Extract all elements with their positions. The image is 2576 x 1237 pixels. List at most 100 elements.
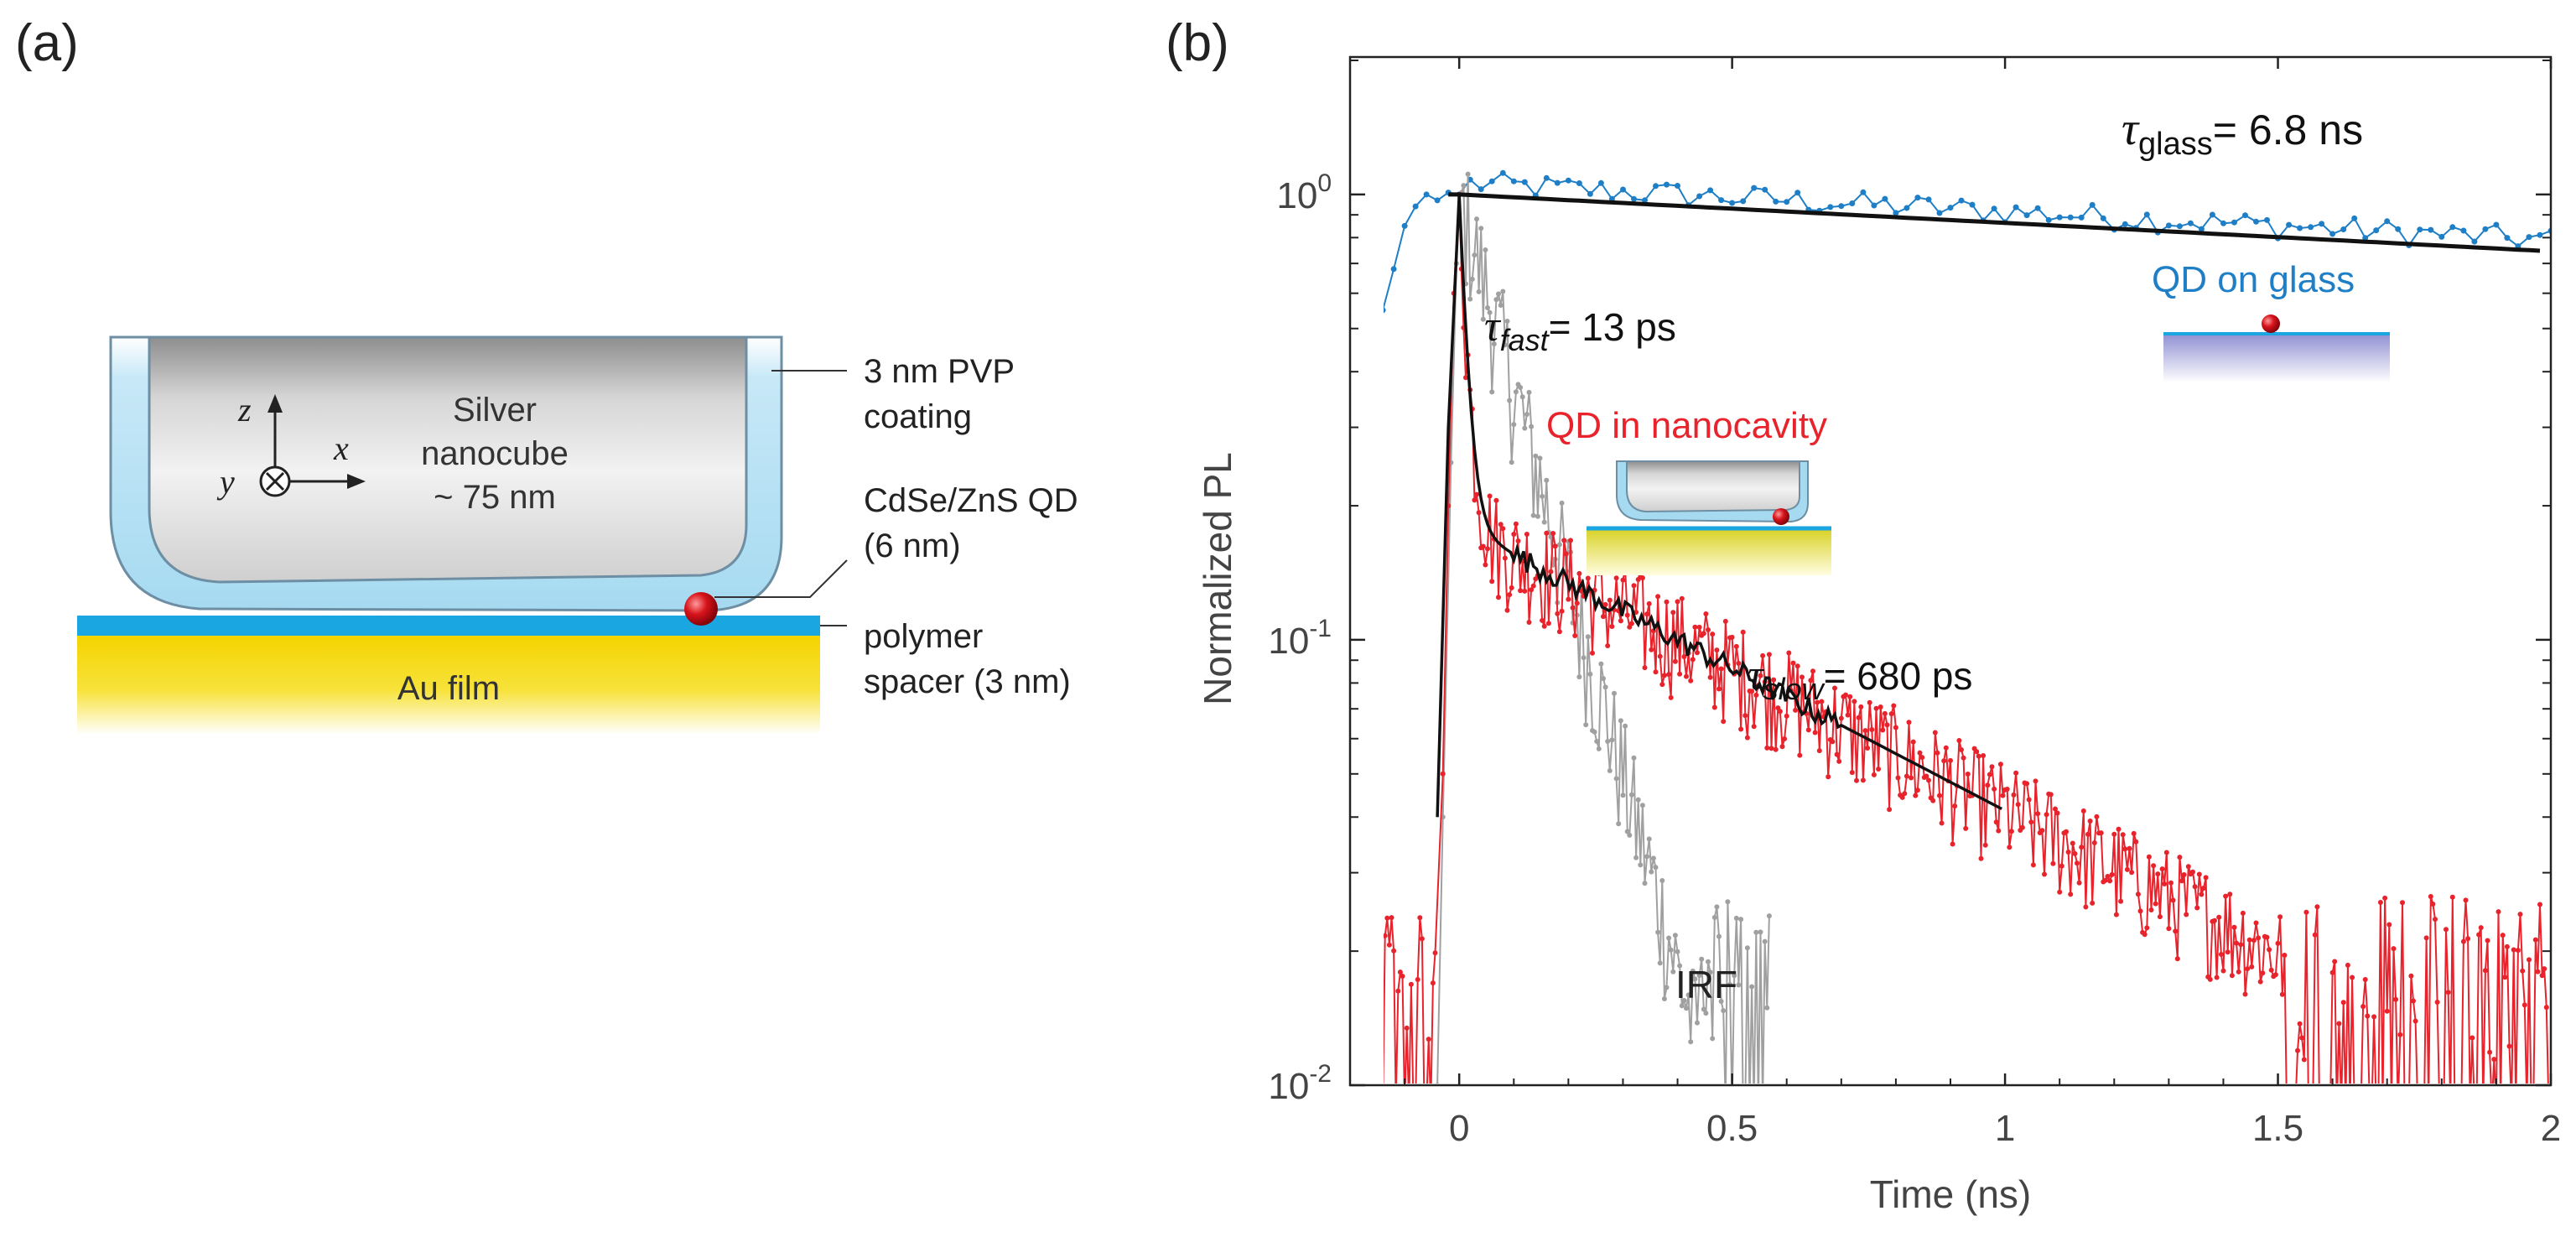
pvp-label-line2: coating — [864, 398, 972, 435]
cavity-series-point — [1974, 749, 1980, 755]
cavity-series-point — [2065, 850, 2071, 855]
x-tick-label: 1 — [1995, 1108, 2015, 1149]
irf-series-point — [1766, 913, 1772, 919]
irf-series-point — [1605, 739, 1611, 744]
irf-series-point — [1684, 1006, 1689, 1011]
cavity-series-point — [1374, 969, 1379, 975]
cavity-series-point — [1948, 757, 1953, 763]
cavity-series-point — [2370, 1103, 2375, 1108]
cavity-series-point — [1985, 782, 1991, 788]
irf-series-point — [1764, 1005, 1770, 1011]
cavity-series-point — [1642, 665, 1648, 671]
irf-series-point — [1703, 1011, 1709, 1016]
cavity-series-point — [2253, 920, 2259, 926]
cavity-series-point — [1989, 764, 1995, 770]
cavity-series-point — [1526, 620, 1532, 625]
glass-series-point — [1903, 205, 1910, 211]
cavity-series-point — [2354, 1103, 2359, 1108]
cavity-series-point — [1808, 678, 1814, 683]
cavity-series-point — [2054, 810, 2060, 816]
cavity-series-point — [1899, 794, 1905, 800]
irf-series-point — [1581, 655, 1587, 661]
irf-series-point — [1733, 915, 1739, 921]
cavity-series-point — [1858, 704, 1864, 709]
cavity-series-point — [1932, 730, 1938, 735]
irf-series-point — [1576, 674, 1582, 680]
cavity-series-point — [1937, 793, 1942, 798]
irf-series-point — [1598, 661, 1604, 667]
cavity-series-point — [1620, 577, 1626, 583]
cavity-series-point — [2163, 850, 2169, 855]
glass-series-point — [1762, 186, 1768, 193]
quantum-dot — [684, 592, 718, 626]
cavity-series-point — [1568, 538, 1573, 543]
cavity-series-point — [2509, 1103, 2514, 1108]
tau-glass-annotation: τglass= 6.8 ns — [2122, 103, 2363, 162]
cavity-series-point — [2068, 891, 2074, 897]
cavity-series-point — [2402, 1103, 2407, 1108]
cavity-series-point — [2105, 874, 2111, 879]
au-film-label: Au film — [397, 670, 500, 707]
cavity-series-point — [1847, 694, 1853, 699]
glass-series-point — [1499, 169, 1506, 176]
cavity-series-point — [2377, 900, 2383, 905]
cavity-series-point — [1653, 669, 1659, 675]
glass-series-point — [2482, 226, 2489, 232]
glass-series-point — [1958, 197, 1965, 204]
cavity-series-point — [2240, 910, 2246, 916]
cavity-series-point — [1895, 775, 1901, 781]
glass-series-point — [2122, 221, 2128, 227]
cavity-series-point — [2129, 870, 2135, 876]
cavity-series-point — [2415, 1103, 2420, 1108]
cavity-series-point — [2448, 1103, 2453, 1108]
glass-series-point — [2220, 220, 2226, 226]
glass-series-point — [2264, 216, 2270, 223]
irf-series-point — [1601, 676, 1606, 682]
cavity-series-point — [2301, 1057, 2307, 1063]
cavity-series-point — [2321, 1103, 2326, 1108]
irf-series-point — [1701, 1006, 1706, 1012]
cavity-series-point — [1376, 1103, 1381, 1108]
cavity-series-point — [1711, 704, 1717, 710]
cavity-series-point — [1805, 727, 1811, 733]
cavity-series-point — [2011, 792, 2017, 798]
cavity-series-point — [2267, 947, 2272, 953]
glass-series-point — [1510, 178, 1517, 185]
cavity-series-point — [2131, 830, 2137, 836]
glass-series-point — [2340, 226, 2347, 232]
cavity-series-point — [2229, 973, 2235, 979]
nanocube — [109, 335, 783, 612]
cavity-series-point — [1559, 608, 1565, 614]
glass-series-point — [1478, 186, 1484, 193]
cavity-series-point — [1779, 744, 1785, 750]
cavity-series-point — [1952, 803, 1958, 809]
glass-series-point — [1423, 191, 1430, 198]
glass-series-point — [1860, 189, 1867, 195]
glass-series-point — [1597, 179, 1604, 186]
cavity-series-point — [2408, 973, 2414, 979]
cavity-series-point — [2314, 904, 2320, 910]
irf-series-point — [1716, 933, 1722, 939]
cavity-series-point — [1386, 942, 1392, 948]
cavity-series-point — [1917, 750, 1923, 756]
glass-series-point — [2329, 231, 2336, 237]
cavity-series-point — [2524, 1103, 2529, 1108]
cavity-series-point — [1540, 617, 1545, 623]
cavity-series-point — [1515, 538, 1521, 543]
irf-series-point — [1602, 684, 1608, 690]
cavity-fit-line — [1436, 194, 2002, 818]
cavity-series-point — [1880, 727, 1886, 733]
irf-series-point — [1583, 722, 1589, 728]
cavity-series-point — [2496, 909, 2501, 915]
cavity-series-point — [1664, 599, 1670, 605]
irf-series-point — [1627, 832, 1633, 838]
cavity-series-point — [2153, 901, 2158, 907]
cavity-series-point — [2515, 948, 2521, 954]
glass-series-point — [1664, 181, 1670, 188]
cavity-series-point — [2339, 1103, 2344, 1108]
cavity-series-point — [2437, 1103, 2442, 1108]
cavity-series-point — [1992, 786, 1997, 792]
glass-series-point — [1412, 203, 1419, 210]
cavity-series-point — [1800, 674, 1805, 680]
cavity-series-point — [1914, 787, 1920, 793]
